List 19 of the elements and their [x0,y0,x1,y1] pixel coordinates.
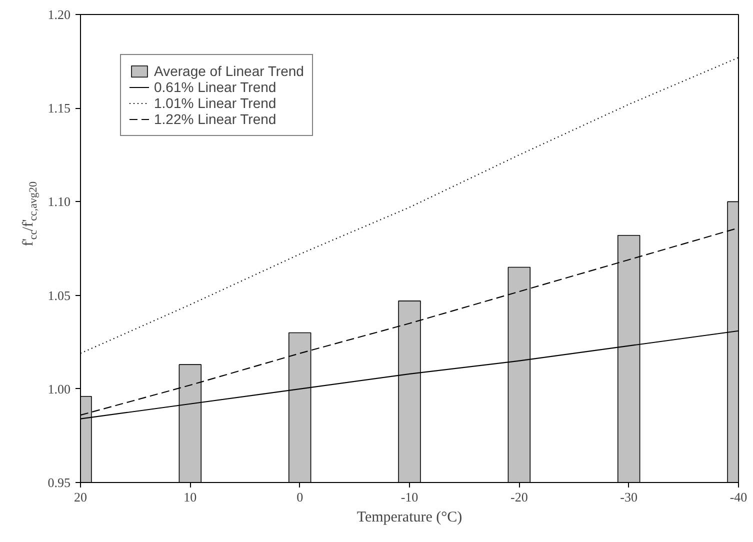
legend-label: Average of Linear Trend [154,63,304,79]
y-tick-label: 1.10 [48,194,70,210]
legend-label: 1.01% Linear Trend [154,95,276,111]
x-tick-label: -30 [620,490,638,504]
x-tick-label: 0 [296,490,304,504]
y-tick-label: 0.95 [48,475,70,490]
y-tick-label: 1.20 [48,7,70,22]
y-tick-label: 1.15 [48,100,70,116]
y-tick-label: 1.00 [48,381,70,396]
y-axis-title: f'cc/f'cc,avg20 [20,181,40,246]
x-tick-label: -20 [510,490,528,504]
legend-label: 0.61% Linear Trend [154,79,276,95]
x-axis-title: Temperature (°C) [356,510,462,526]
x-tick-label: -10 [400,490,418,504]
x-tick-label: 10 [184,490,197,504]
x-tick-label: 20 [74,490,87,504]
x-tick-label: -40 [730,490,748,504]
y-tick-label: 1.05 [48,288,70,303]
legend-label: 1.22% Linear Trend [154,111,276,127]
